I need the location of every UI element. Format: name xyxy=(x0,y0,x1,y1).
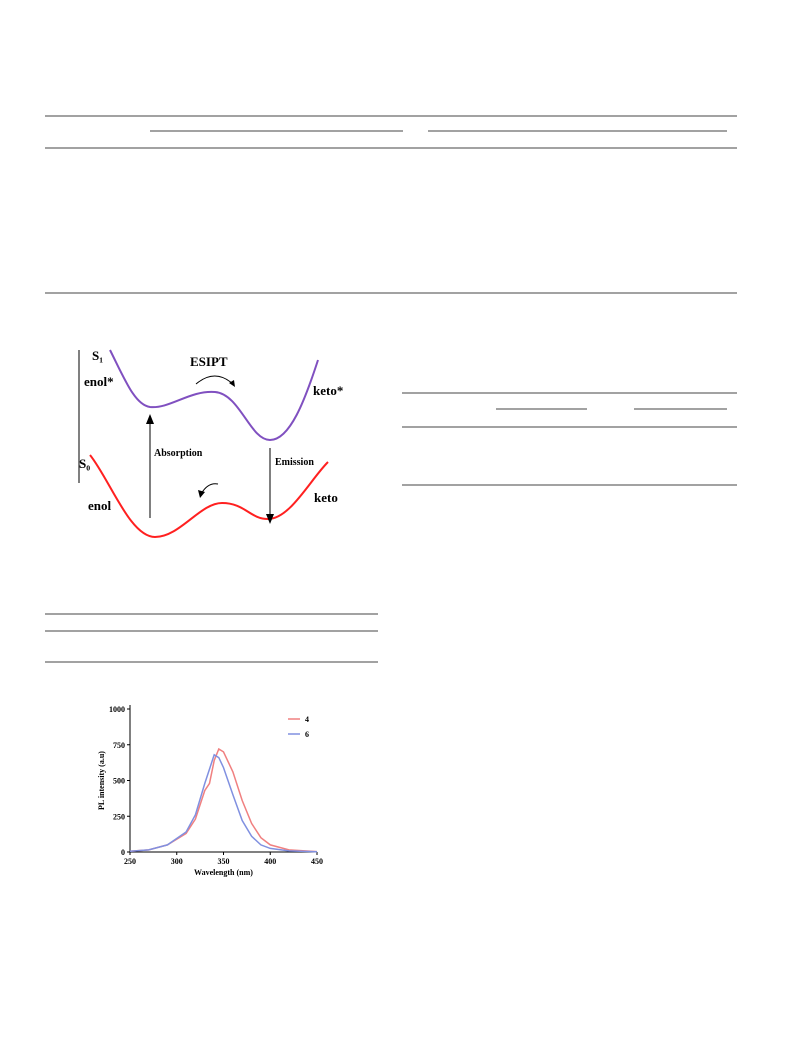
label: Absorption xyxy=(154,448,203,459)
label: keto* xyxy=(313,383,343,398)
label: keto xyxy=(314,490,338,505)
y-tick-label: 250 xyxy=(113,812,125,821)
x-tick-label: 400 xyxy=(264,857,276,866)
esipt-diagram: S₁ enol* ESIPT keto* S₀ Absorption Emiss… xyxy=(78,348,343,539)
x-axis-label: Wavelength (nm) xyxy=(194,868,253,877)
label: S₁ xyxy=(92,348,103,363)
x-tick-label: 350 xyxy=(218,857,230,866)
legend-label: 6 xyxy=(305,730,309,739)
label: Emission xyxy=(275,457,314,468)
curved-arrow xyxy=(195,375,234,385)
series-line xyxy=(129,747,318,853)
y-tick-label: 500 xyxy=(113,777,125,786)
y-axis-label: PL intensity (a.u) xyxy=(97,751,106,810)
y-tick-label: 0 xyxy=(121,848,125,857)
arrowhead xyxy=(146,414,154,424)
s1-curve xyxy=(109,349,319,442)
arrowhead xyxy=(198,490,205,498)
y-tick-label: 1000 xyxy=(109,705,125,714)
x-tick-label: 250 xyxy=(124,857,136,866)
label: enol xyxy=(88,498,112,513)
arrowhead xyxy=(266,514,274,524)
series-line xyxy=(129,753,318,853)
table-rules xyxy=(45,115,737,663)
label: enol* xyxy=(84,374,114,389)
legend-label: 4 xyxy=(305,715,309,724)
arrowhead xyxy=(229,380,235,387)
x-tick-label: 450 xyxy=(311,857,323,866)
x-tick-label: 300 xyxy=(171,857,183,866)
label: S₀ xyxy=(79,456,90,471)
label: ESIPT xyxy=(190,354,228,369)
s0-curve xyxy=(89,454,329,539)
y-tick-label: 750 xyxy=(113,741,125,750)
